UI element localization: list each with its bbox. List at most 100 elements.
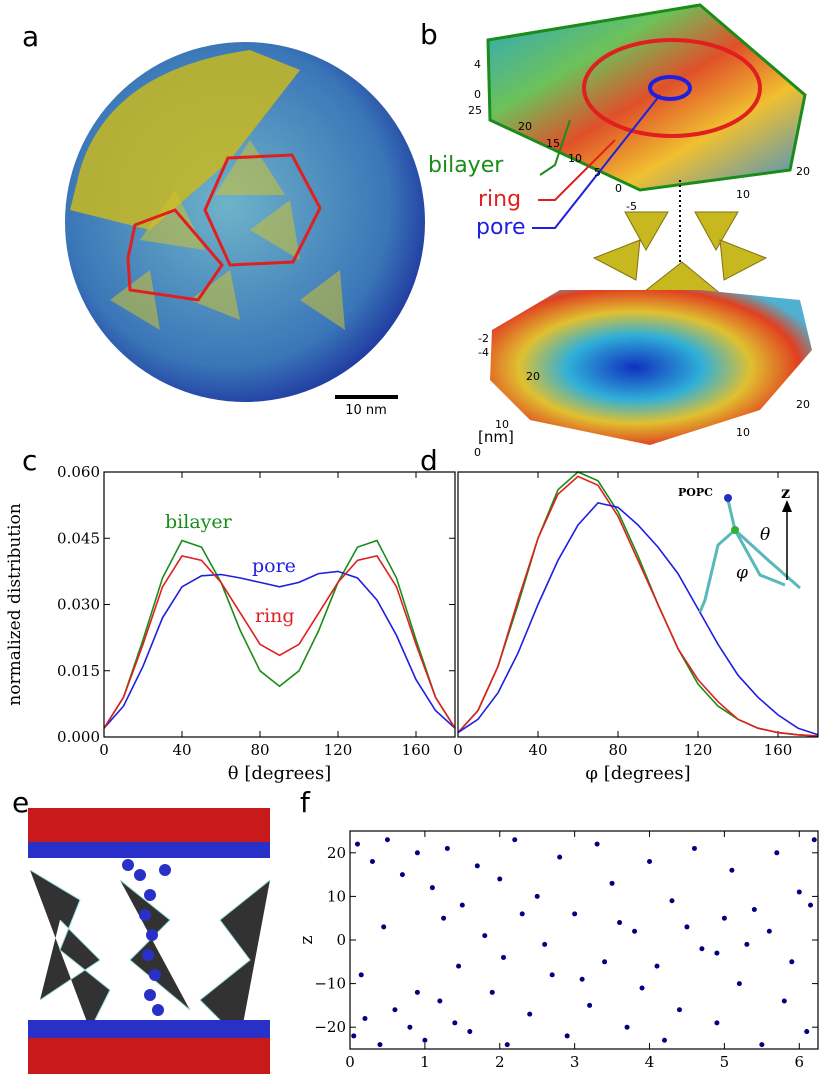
panel-label: e bbox=[12, 786, 29, 819]
scatter-point bbox=[415, 850, 420, 855]
plot-frame bbox=[350, 831, 818, 1049]
scatter-point bbox=[452, 1020, 457, 1025]
axis-unit: [nm] bbox=[478, 428, 514, 446]
scatter-point bbox=[445, 846, 450, 851]
scatter-point bbox=[662, 1038, 667, 1043]
scatter-point bbox=[456, 964, 461, 969]
scatter-point bbox=[714, 951, 719, 956]
plot-frame bbox=[458, 472, 818, 737]
surface-label: bilayer bbox=[428, 153, 504, 178]
scatter-point bbox=[512, 837, 517, 842]
scatter-point bbox=[714, 1020, 719, 1025]
scatter-point bbox=[617, 920, 622, 925]
y-tick-label: 20 bbox=[327, 844, 346, 862]
x-tick-label: 40 bbox=[528, 741, 547, 759]
axis-tick-3d: 10 bbox=[736, 188, 750, 201]
x-tick-label: 80 bbox=[608, 741, 627, 759]
scatter-point bbox=[602, 959, 607, 964]
scatter-point bbox=[392, 1007, 397, 1012]
scatter-point bbox=[490, 990, 495, 995]
scatter-point bbox=[572, 911, 577, 916]
figure: a b c d e f 10 nm bilayer ring pore 4 0 … bbox=[0, 0, 820, 1076]
inset-label: POPC bbox=[678, 486, 713, 499]
scatter-point bbox=[632, 929, 637, 934]
scatter-point bbox=[520, 911, 525, 916]
scatter-point bbox=[501, 955, 506, 960]
scatter-point bbox=[677, 1007, 682, 1012]
scatter-point bbox=[580, 977, 585, 982]
x-tick-label: 0 bbox=[345, 1053, 355, 1071]
series-label: pore bbox=[252, 555, 296, 577]
scatter-point bbox=[610, 881, 615, 886]
molecule bbox=[700, 500, 800, 612]
scatter-point bbox=[370, 859, 375, 864]
axis-tick-3d: 10 bbox=[568, 152, 582, 165]
scatter-point bbox=[441, 916, 446, 921]
y-tick-label: −10 bbox=[314, 975, 346, 993]
axis-tick-3d: 0 bbox=[474, 88, 481, 101]
axis-tick-3d: -4 bbox=[478, 346, 489, 359]
axis-tick-3d: 15 bbox=[546, 137, 560, 150]
scatter-point bbox=[362, 1016, 367, 1021]
scatter-point bbox=[385, 837, 390, 842]
x-tick-label: 80 bbox=[250, 741, 269, 759]
scatter-point bbox=[669, 898, 674, 903]
scatter-point bbox=[804, 1029, 809, 1034]
panel-label: a bbox=[22, 20, 39, 53]
vesicle-render bbox=[65, 42, 425, 402]
scatter-point bbox=[699, 946, 704, 951]
scatter-point bbox=[759, 1042, 764, 1047]
y-tick-label: 0.015 bbox=[57, 662, 100, 680]
scatter-point bbox=[774, 850, 779, 855]
axis-tick-3d: 20 bbox=[526, 370, 540, 383]
scatter-point bbox=[655, 964, 660, 969]
axis-tick-3d: 20 bbox=[518, 120, 532, 133]
x-tick-label: 1 bbox=[420, 1053, 430, 1071]
pore-snapshot bbox=[28, 808, 270, 1074]
scatter-point bbox=[482, 933, 487, 938]
scatter-point bbox=[744, 942, 749, 947]
scatter-point bbox=[535, 894, 540, 899]
scatter-point bbox=[550, 972, 555, 977]
axis-tick-3d: 10 bbox=[736, 426, 750, 439]
atom bbox=[724, 494, 732, 502]
y-tick-label: −20 bbox=[314, 1018, 346, 1036]
inset-label: z bbox=[781, 483, 790, 502]
scatter-point bbox=[767, 929, 772, 934]
scatter-point bbox=[381, 924, 386, 929]
x-tick-label: 5 bbox=[720, 1053, 730, 1071]
scatter-point bbox=[415, 990, 420, 995]
x-tick-label: 160 bbox=[402, 741, 431, 759]
scatter-point bbox=[647, 859, 652, 864]
scatter-point bbox=[542, 942, 547, 947]
scatter-point bbox=[355, 842, 360, 847]
x-tick-label: 40 bbox=[172, 741, 191, 759]
y-tick-label: 0.060 bbox=[57, 463, 100, 481]
series-label: ring bbox=[255, 605, 295, 627]
axis-tick-3d: 20 bbox=[796, 398, 810, 411]
scatter-point bbox=[475, 863, 480, 868]
scatter-point bbox=[351, 1033, 356, 1038]
scatter-point bbox=[497, 876, 502, 881]
scatter-point bbox=[359, 972, 364, 977]
scale-bar-label: 10 nm bbox=[345, 403, 387, 418]
axis-tick-3d: 25 bbox=[468, 104, 482, 117]
scatter-point bbox=[505, 1042, 510, 1047]
x-tick-label: 6 bbox=[795, 1053, 805, 1071]
popc-inset bbox=[700, 494, 800, 612]
series-line bbox=[104, 556, 455, 728]
scatter-point bbox=[527, 1012, 532, 1017]
axis-tick-3d: 0 bbox=[615, 182, 622, 195]
scatter-point bbox=[692, 846, 697, 851]
surface-label: ring bbox=[478, 187, 521, 212]
scatter-point bbox=[422, 1038, 427, 1043]
y-tick-label: 0.030 bbox=[57, 596, 100, 614]
scatter-point bbox=[737, 981, 742, 986]
panel-label: b bbox=[420, 18, 438, 51]
scatter-point bbox=[797, 890, 802, 895]
panel-label: f bbox=[300, 786, 311, 819]
x-tick-label: 2 bbox=[495, 1053, 505, 1071]
y-axis-label: normalized distribution bbox=[5, 503, 25, 706]
scatter-point bbox=[808, 903, 813, 908]
scatter-point bbox=[684, 924, 689, 929]
